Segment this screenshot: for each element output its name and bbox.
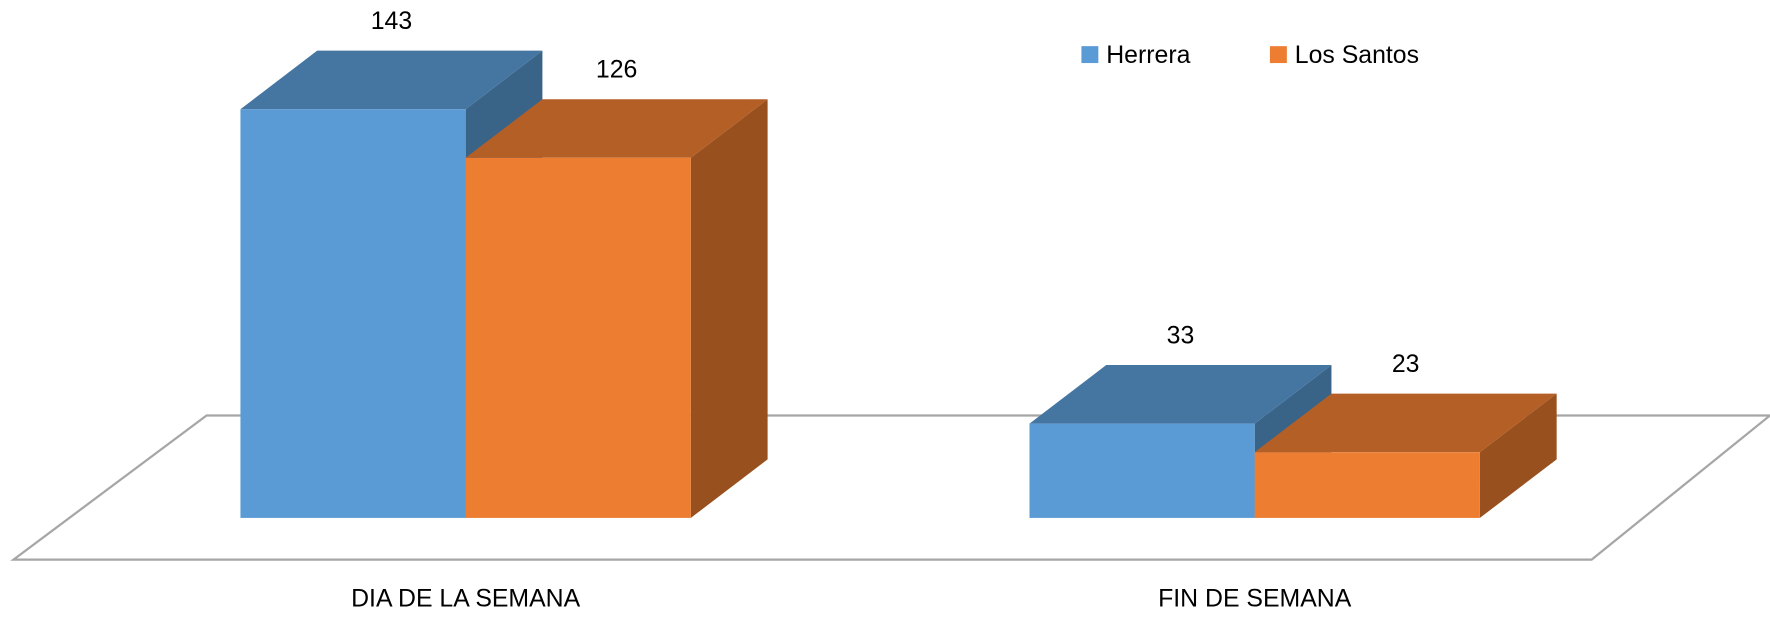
- bar: [1029, 423, 1255, 518]
- data-label: 143: [371, 8, 412, 35]
- bar-top: [240, 50, 543, 110]
- bar: [240, 109, 466, 518]
- bar-top: [1029, 365, 1332, 424]
- bar-side: [690, 99, 768, 518]
- data-label: 23: [1392, 351, 1420, 378]
- bar-side: [1479, 393, 1557, 518]
- bar-top: [465, 99, 768, 158]
- data-label: 126: [596, 57, 637, 84]
- legend-label: Herrera: [1106, 42, 1190, 69]
- bar: [465, 157, 691, 518]
- x-tick-label: FIN DE SEMANA: [1158, 586, 1352, 613]
- legend-swatch: [1081, 46, 1099, 64]
- bar-top: [1254, 393, 1557, 453]
- bar: [1254, 452, 1480, 518]
- x-tick-label: DIA DE LA SEMANA: [351, 586, 581, 613]
- legend-label: Los Santos: [1295, 42, 1419, 69]
- legend-swatch: [1269, 46, 1287, 64]
- data-label: 33: [1167, 322, 1195, 349]
